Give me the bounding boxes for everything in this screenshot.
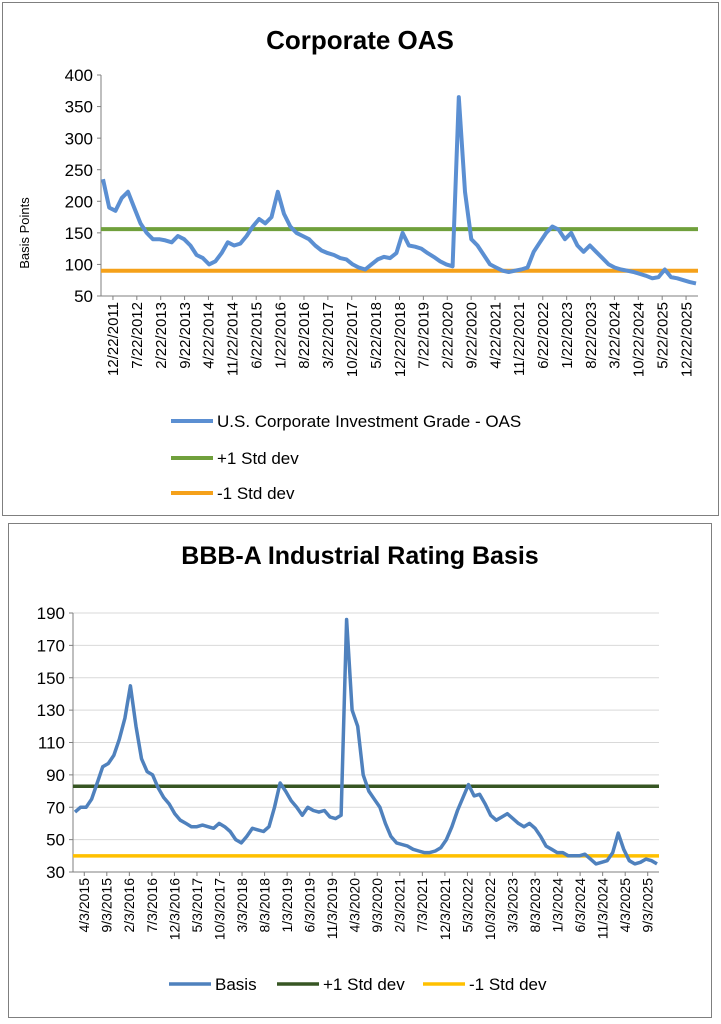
x-tick-label: 12/22/2025 [678,302,695,377]
x-tick-label: 9/22/2013 [177,302,194,369]
x-tick-label: 12/22/2018 [392,302,409,377]
y-tick-label: 90 [46,766,65,785]
x-tick-label: 2/3/2016 [121,878,137,933]
x-tick-label: 9/3/2015 [99,878,115,933]
legend: U.S. Corporate Investment Grade - OAS +1 … [171,412,521,503]
x-tick-label: 12/3/2016 [166,878,182,940]
x-tick-label: 11/22/2014 [225,302,242,376]
x-tick-label: 5/22/2025 [654,302,671,369]
y-tick-label: 400 [65,66,93,85]
x-tick-label: 8/3/2023 [527,878,543,933]
x-tick-label: 4/22/2014 [201,302,218,369]
x-tick-label: 7/22/2012 [129,302,146,369]
y-tick-labels: 400 350 300 250 200 150 100 50 [65,66,93,306]
x-tick-label: 11/3/2019 [324,878,340,939]
chart-title: BBB-A Industrial Rating Basis [181,542,538,570]
x-tick-labels: 4/3/2015 9/3/2015 2/3/2016 7/3/2016 12/3/201… [76,878,655,941]
legend: Basis +1 Std dev -1 Std dev [169,975,547,994]
x-tick-label: 12/3/2021 [437,878,453,940]
x-tick-label: 6/22/2022 [535,302,552,369]
y-axis-label: Basis Points [17,197,32,269]
x-tick-label: 3/22/2024 [607,302,624,369]
y-tick-label: 70 [46,798,65,817]
reference-lines [101,227,698,273]
x-tick-label: 10/3/2017 [211,878,227,940]
x-tick-label: 6/22/2015 [248,302,265,369]
legend-label: -1 Std dev [469,975,547,994]
x-tick-label: 7/22/2019 [416,302,433,369]
y-tick-label: 170 [37,636,65,655]
legend-label: U.S. Corporate Investment Grade - OAS [217,412,521,431]
y-tick-label: 100 [65,256,93,275]
x-tick-label: 2/22/2020 [440,302,457,369]
x-tick-label: 5/3/2022 [459,878,475,933]
corporate-oas-chart: Corporate OAS Basis Points 400 350 300 250 2… [17,25,698,503]
x-tick-label: 7/3/2016 [144,878,160,933]
x-tick-label: 1/3/2019 [279,878,295,933]
y-tick-label: 300 [65,129,93,148]
y-tick-label: 110 [38,734,65,753]
x-tick-label: 4/3/2025 [617,878,633,933]
legend-label: +1 Std dev [323,975,405,994]
x-tick-label: 4/3/2020 [347,878,363,933]
x-tick-label: 8/22/2016 [296,302,313,369]
y-tick-label: 130 [37,701,65,720]
x-tick-label: 2/22/2013 [153,302,170,369]
x-tick-label: 9/22/2020 [463,302,480,369]
y-tick-label: 50 [74,287,93,306]
series-lines [101,95,697,286]
x-tick-label: 7/3/2021 [414,878,430,933]
legend-label: -1 Std dev [217,484,295,503]
series-lines [73,617,658,866]
rating-basis-chart-panel: BBB-A Industrial Rating Basis 190 170 150 1… [8,523,712,1018]
x-tick-label: 8/22/2023 [583,302,600,369]
series-line [101,95,697,286]
chart-title: Corporate OAS [266,25,454,55]
y-tick-label: 200 [65,192,93,211]
x-tick-label: 1/3/2024 [549,878,565,933]
x-tick-label: 10/22/2024 [631,302,648,377]
x-tick-label: 1/22/2023 [559,302,576,369]
x-tick-label: 3/3/2023 [504,878,520,933]
x-tick-label: 10/3/2022 [482,878,498,940]
legend-label: +1 Std dev [217,449,299,468]
y-tick-label: 150 [37,669,65,688]
x-tick-label: 6/3/2024 [572,878,588,933]
x-tick-label: 11/22/2021 [511,302,528,376]
x-tick-label: 6/3/2019 [302,878,318,933]
rating-basis-chart: BBB-A Industrial Rating Basis 1901701501… [37,542,659,994]
x-tick-label: 5/3/2017 [189,878,205,933]
x-tick-label: 8/3/2018 [256,878,272,933]
y-tick-label: 350 [65,98,93,117]
y-tick-label: 150 [65,224,93,243]
y-tick-label: 250 [65,161,93,180]
x-tick-label: 12/22/2011 [105,302,122,376]
x-tick-label: 4/3/2015 [76,878,92,933]
legend-label: Basis [215,975,257,994]
x-tick-label: 4/22/2021 [487,302,504,369]
reference-lines [73,784,659,858]
x-tick-label: 5/22/2018 [368,302,385,369]
series-line [73,617,658,866]
axes [69,612,659,876]
x-tick-label: 9/3/2025 [640,878,656,933]
corporate-oas-chart-panel: Corporate OAS Basis Points 400 350 300 250 2… [2,2,719,516]
y-tick-label: 50 [46,831,65,850]
x-tick-label: 9/3/2020 [369,878,385,933]
y-tick-label: 190 [37,604,65,623]
gridlines [73,612,659,873]
x-tick-labels: 12/22/2011 7/22/2012 2/22/2013 9/22/2013 4/2… [105,302,695,377]
y-tick-labels: 190 170 150 130 110 90 70 50 30 [37,604,65,882]
x-tick-label: 3/3/2018 [234,878,250,933]
x-tick-label: 3/22/2017 [320,302,337,369]
x-tick-label: 2/3/2021 [392,878,408,933]
x-tick-label: 10/22/2017 [344,302,361,377]
x-tick-label: 1/22/2016 [272,302,289,369]
y-tick-label: 30 [46,863,65,882]
x-tick-label: 11/3/2024 [595,878,611,939]
axes [97,74,698,300]
